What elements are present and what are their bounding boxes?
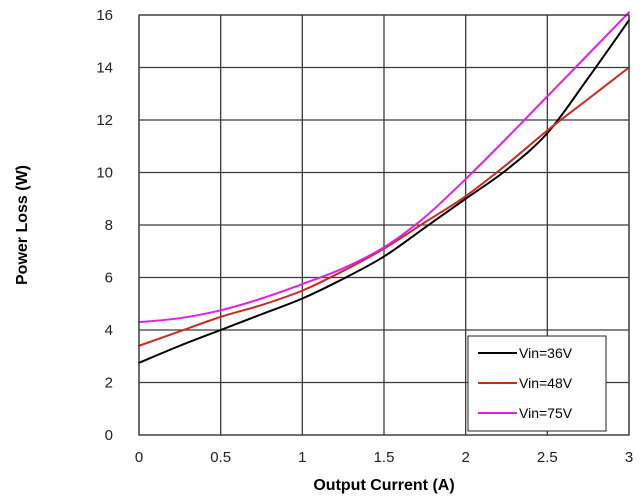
y-tick-label: 2 (105, 375, 113, 392)
x-tick-label: 1 (298, 449, 306, 466)
x-tick-label: 2 (461, 449, 469, 466)
x-tick-labels: 0 0.5 1 1.5 2 2.5 3 (135, 449, 633, 466)
y-tick-label: 10 (96, 165, 113, 182)
legend-label: Vin=48V (519, 375, 573, 391)
y-tick-label: 16 (96, 7, 113, 24)
y-tick-label: 12 (96, 112, 113, 129)
series-line-vin-36v (138, 19, 630, 364)
x-tick-label: 0.5 (210, 449, 231, 466)
x-tick-label: 3 (625, 449, 633, 466)
series-line-vin-75v (138, 11, 630, 324)
y-tick-label: 14 (96, 60, 113, 77)
legend-label: Vin=75V (519, 405, 573, 421)
y-tick-label: 6 (105, 270, 113, 287)
legend-label: Vin=36V (519, 345, 573, 361)
x-axis-title: Output Current (A) (313, 477, 454, 494)
y-axis-title: Power Loss (W) (14, 165, 31, 285)
x-tick-label: 1.5 (374, 449, 395, 466)
y-tick-label: 4 (105, 322, 113, 339)
series-lines (138, 11, 630, 364)
plot-frame (138, 14, 630, 436)
series-line-vin-48v (138, 66, 630, 347)
x-tick-label: 2.5 (537, 449, 558, 466)
x-tick-label: 0 (135, 449, 143, 466)
y-tick-label: 0 (105, 427, 113, 444)
legend: Vin=36V Vin=48V Vin=75V (467, 335, 607, 432)
y-tick-labels: 0 2 4 6 8 10 12 14 16 (96, 7, 113, 444)
y-tick-label: 8 (105, 217, 113, 234)
